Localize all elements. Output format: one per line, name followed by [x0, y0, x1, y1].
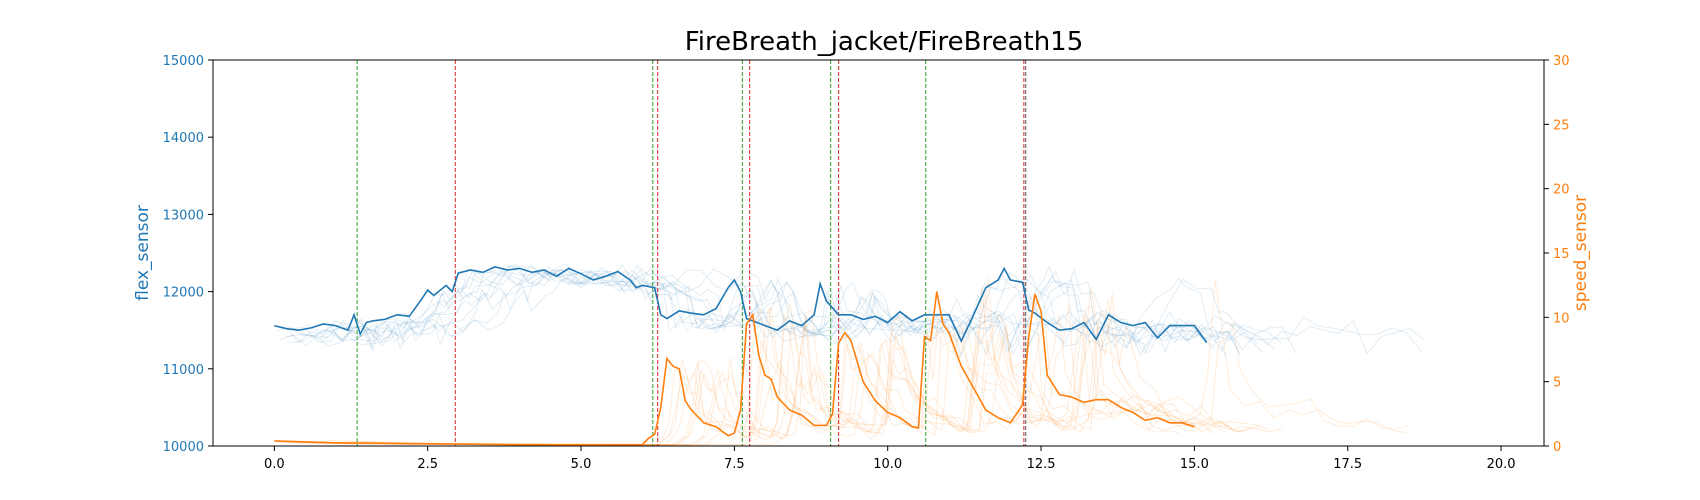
speed-background-trace	[340, 298, 1283, 446]
x-tick-label: 2.5	[417, 457, 438, 472]
speed-background-trace	[277, 304, 1228, 446]
y-left-tick-label: 14000	[163, 131, 204, 146]
x-tick-label: 0.0	[264, 457, 285, 472]
y-right-tick-label: 20	[1553, 183, 1570, 198]
speed-background-trace	[292, 285, 1251, 446]
y-left-tick-label: 13000	[163, 208, 204, 223]
y-left-axis: 10000 11000 12000 13000 14000 15000	[163, 54, 213, 455]
flex-background-trace	[328, 264, 1258, 356]
y-right-tick-label: 10	[1553, 311, 1570, 326]
flex-background-trace	[286, 265, 1227, 358]
y-right-tick-label: 25	[1553, 118, 1570, 133]
speed-background-trace	[286, 305, 1198, 446]
background-traces	[277, 262, 1425, 446]
y-right-axis: 0 5 10 15 20 25 30	[1544, 54, 1570, 455]
y-right-axis-label: speed_sensor	[1571, 195, 1591, 311]
y-left-axis-label: flex_sensor	[133, 205, 153, 301]
flex-background-trace	[304, 265, 1282, 359]
y-left-tick-label: 12000	[163, 286, 204, 301]
x-tick-label: 7.5	[724, 457, 745, 472]
flex-background-trace	[279, 268, 1275, 353]
y-left-tick-label: 15000	[163, 54, 204, 69]
x-tick-label: 5.0	[571, 457, 592, 472]
y-right-tick-label: 5	[1553, 376, 1561, 391]
speed-background-trace	[359, 292, 1229, 446]
y-right-tick-label: 15	[1553, 247, 1570, 262]
flex-background-trace	[286, 270, 1211, 353]
y-right-tick-label: 0	[1553, 440, 1561, 455]
flex-background-trace	[358, 263, 1241, 357]
x-tick-label: 10.0	[873, 457, 902, 472]
speed-background-trace	[280, 286, 1261, 446]
series-lines	[274, 266, 1208, 446]
speed-background-trace	[329, 277, 1245, 446]
x-tick-label: 17.5	[1333, 457, 1362, 472]
x-tick-label: 20.0	[1487, 457, 1516, 472]
flex-background-trace	[346, 266, 1425, 357]
speed-background-trace	[347, 292, 1410, 446]
y-right-tick-label: 30	[1553, 54, 1570, 69]
chart-title: FireBreath_jacket/FireBreath15	[685, 27, 1084, 57]
speed-background-trace	[320, 296, 1180, 446]
speed-sensor-line	[274, 291, 1195, 446]
flex-background-trace	[277, 264, 1241, 356]
x-tick-label: 15.0	[1180, 457, 1209, 472]
flex-background-trace	[287, 262, 1297, 354]
speed-background-trace	[300, 279, 1408, 446]
flex-background-trace	[300, 263, 1423, 353]
x-tick-label: 12.5	[1027, 457, 1056, 472]
event-lines	[356, 60, 1027, 446]
flex-background-trace	[292, 269, 1264, 355]
y-left-tick-label: 10000	[163, 440, 204, 455]
flex-background-trace	[319, 267, 1191, 358]
x-axis: 0.0 2.5 5.0 7.5 10.0 12.5 15.0 17.5 20.0	[264, 446, 1516, 472]
speed-background-trace	[304, 309, 1269, 446]
speed-background-trace	[286, 307, 1215, 446]
plot-frame	[212, 59, 1545, 447]
y-left-tick-label: 11000	[163, 363, 204, 378]
